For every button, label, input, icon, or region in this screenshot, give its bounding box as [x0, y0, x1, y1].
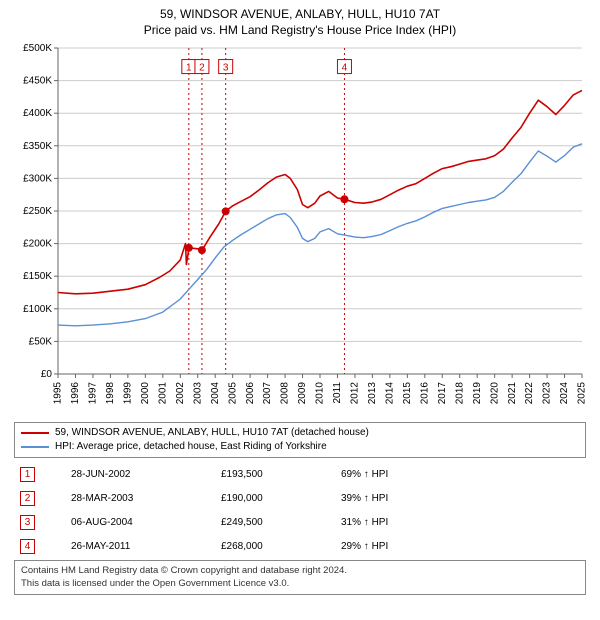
svg-text:2008: 2008 — [280, 382, 291, 405]
svg-text:2006: 2006 — [245, 382, 256, 405]
svg-text:2018: 2018 — [454, 382, 465, 405]
sale-date: 06-AUG-2004 — [71, 517, 221, 528]
svg-text:£350K: £350K — [23, 141, 52, 152]
sale-marker-box: 1 — [20, 467, 35, 482]
svg-text:2007: 2007 — [262, 382, 273, 405]
title-line-1: 59, WINDSOR AVENUE, ANLABY, HULL, HU10 7… — [10, 6, 590, 22]
svg-text:1999: 1999 — [123, 382, 134, 405]
svg-text:2015: 2015 — [402, 382, 413, 405]
svg-text:2003: 2003 — [192, 382, 203, 405]
legend-label: 59, WINDSOR AVENUE, ANLABY, HULL, HU10 7… — [55, 426, 369, 440]
svg-text:2004: 2004 — [210, 382, 221, 405]
svg-text:1997: 1997 — [88, 382, 99, 405]
sales-table: 1 28-JUN-2002£193,50069% ↑ HPI 2 28-MAR-200… — [14, 462, 586, 558]
svg-text:2000: 2000 — [140, 382, 151, 405]
svg-text:2001: 2001 — [157, 382, 168, 405]
footnote: Contains HM Land Registry data © Crown c… — [14, 560, 586, 595]
sale-date: 28-MAR-2003 — [71, 493, 221, 504]
sale-diff: 31% ↑ HPI — [341, 517, 461, 528]
svg-text:2: 2 — [199, 63, 205, 74]
svg-text:£400K: £400K — [23, 109, 52, 120]
svg-text:2010: 2010 — [315, 382, 326, 405]
legend: 59, WINDSOR AVENUE, ANLABY, HULL, HU10 7… — [14, 422, 586, 458]
sale-marker-box: 3 — [20, 515, 35, 530]
svg-text:2020: 2020 — [489, 382, 500, 405]
svg-text:2005: 2005 — [227, 382, 238, 405]
sale-row: 2 28-MAR-2003£190,00039% ↑ HPI — [14, 486, 586, 510]
legend-item: 59, WINDSOR AVENUE, ANLABY, HULL, HU10 7… — [21, 426, 579, 440]
sale-price: £249,500 — [221, 517, 341, 528]
svg-text:2024: 2024 — [559, 382, 570, 405]
legend-swatch — [21, 446, 49, 448]
svg-text:£500K: £500K — [23, 43, 52, 54]
sale-diff: 69% ↑ HPI — [341, 469, 461, 480]
sale-marker-box: 2 — [20, 491, 35, 506]
sale-price: £193,500 — [221, 469, 341, 480]
sale-row: 1 28-JUN-2002£193,50069% ↑ HPI — [14, 462, 586, 486]
svg-text:£200K: £200K — [23, 239, 52, 250]
svg-text:1: 1 — [186, 63, 192, 74]
svg-text:2014: 2014 — [385, 382, 396, 405]
svg-text:2019: 2019 — [472, 382, 483, 405]
sale-row: 4 26-MAY-2011£268,00029% ↑ HPI — [14, 534, 586, 558]
svg-text:£450K: £450K — [23, 76, 52, 87]
footnote-line-1: Contains HM Land Registry data © Crown c… — [21, 565, 579, 577]
svg-text:£300K: £300K — [23, 174, 52, 185]
sale-diff: 29% ↑ HPI — [341, 541, 461, 552]
figure-root: 59, WINDSOR AVENUE, ANLABY, HULL, HU10 7… — [0, 0, 600, 620]
svg-text:3: 3 — [223, 63, 229, 74]
sale-price: £268,000 — [221, 541, 341, 552]
svg-text:£50K: £50K — [29, 337, 53, 348]
sale-diff: 39% ↑ HPI — [341, 493, 461, 504]
svg-text:2022: 2022 — [524, 382, 535, 405]
chart: £0 £50K £100K £150K £200K £250K £300K £350K £400… — [10, 42, 590, 416]
legend-label: HPI: Average price, detached house, East… — [55, 440, 327, 454]
svg-text:2009: 2009 — [297, 382, 308, 405]
sale-marker-box: 4 — [20, 539, 35, 554]
svg-text:2002: 2002 — [175, 382, 186, 405]
svg-text:1998: 1998 — [105, 382, 116, 405]
svg-text:2017: 2017 — [437, 382, 448, 405]
sale-date: 28-JUN-2002 — [71, 469, 221, 480]
sale-row: 3 06-AUG-2004£249,50031% ↑ HPI — [14, 510, 586, 534]
svg-text:1996: 1996 — [70, 382, 81, 405]
svg-text:£100K: £100K — [23, 304, 52, 315]
svg-text:2013: 2013 — [367, 382, 378, 405]
svg-text:2011: 2011 — [332, 382, 343, 404]
legend-swatch — [21, 432, 49, 434]
svg-text:2023: 2023 — [542, 382, 553, 405]
svg-text:4: 4 — [342, 63, 348, 74]
svg-text:2016: 2016 — [419, 382, 430, 405]
svg-text:£150K: £150K — [23, 272, 52, 283]
legend-item: HPI: Average price, detached house, East… — [21, 440, 579, 454]
svg-text:£250K: £250K — [23, 206, 52, 217]
chart-svg: £0 £50K £100K £150K £200K £250K £300K £350K £400… — [10, 42, 590, 416]
svg-text:2025: 2025 — [577, 382, 588, 405]
svg-text:£0: £0 — [41, 369, 53, 380]
svg-text:2021: 2021 — [507, 382, 518, 405]
sale-price: £190,000 — [221, 493, 341, 504]
svg-text:2012: 2012 — [350, 382, 361, 405]
title-block: 59, WINDSOR AVENUE, ANLABY, HULL, HU10 7… — [10, 6, 590, 38]
sale-date: 26-MAY-2011 — [71, 541, 221, 552]
svg-text:1995: 1995 — [53, 382, 64, 405]
title-line-2: Price paid vs. HM Land Registry's House … — [10, 22, 590, 38]
footnote-line-2: This data is licensed under the Open Gov… — [21, 578, 579, 590]
